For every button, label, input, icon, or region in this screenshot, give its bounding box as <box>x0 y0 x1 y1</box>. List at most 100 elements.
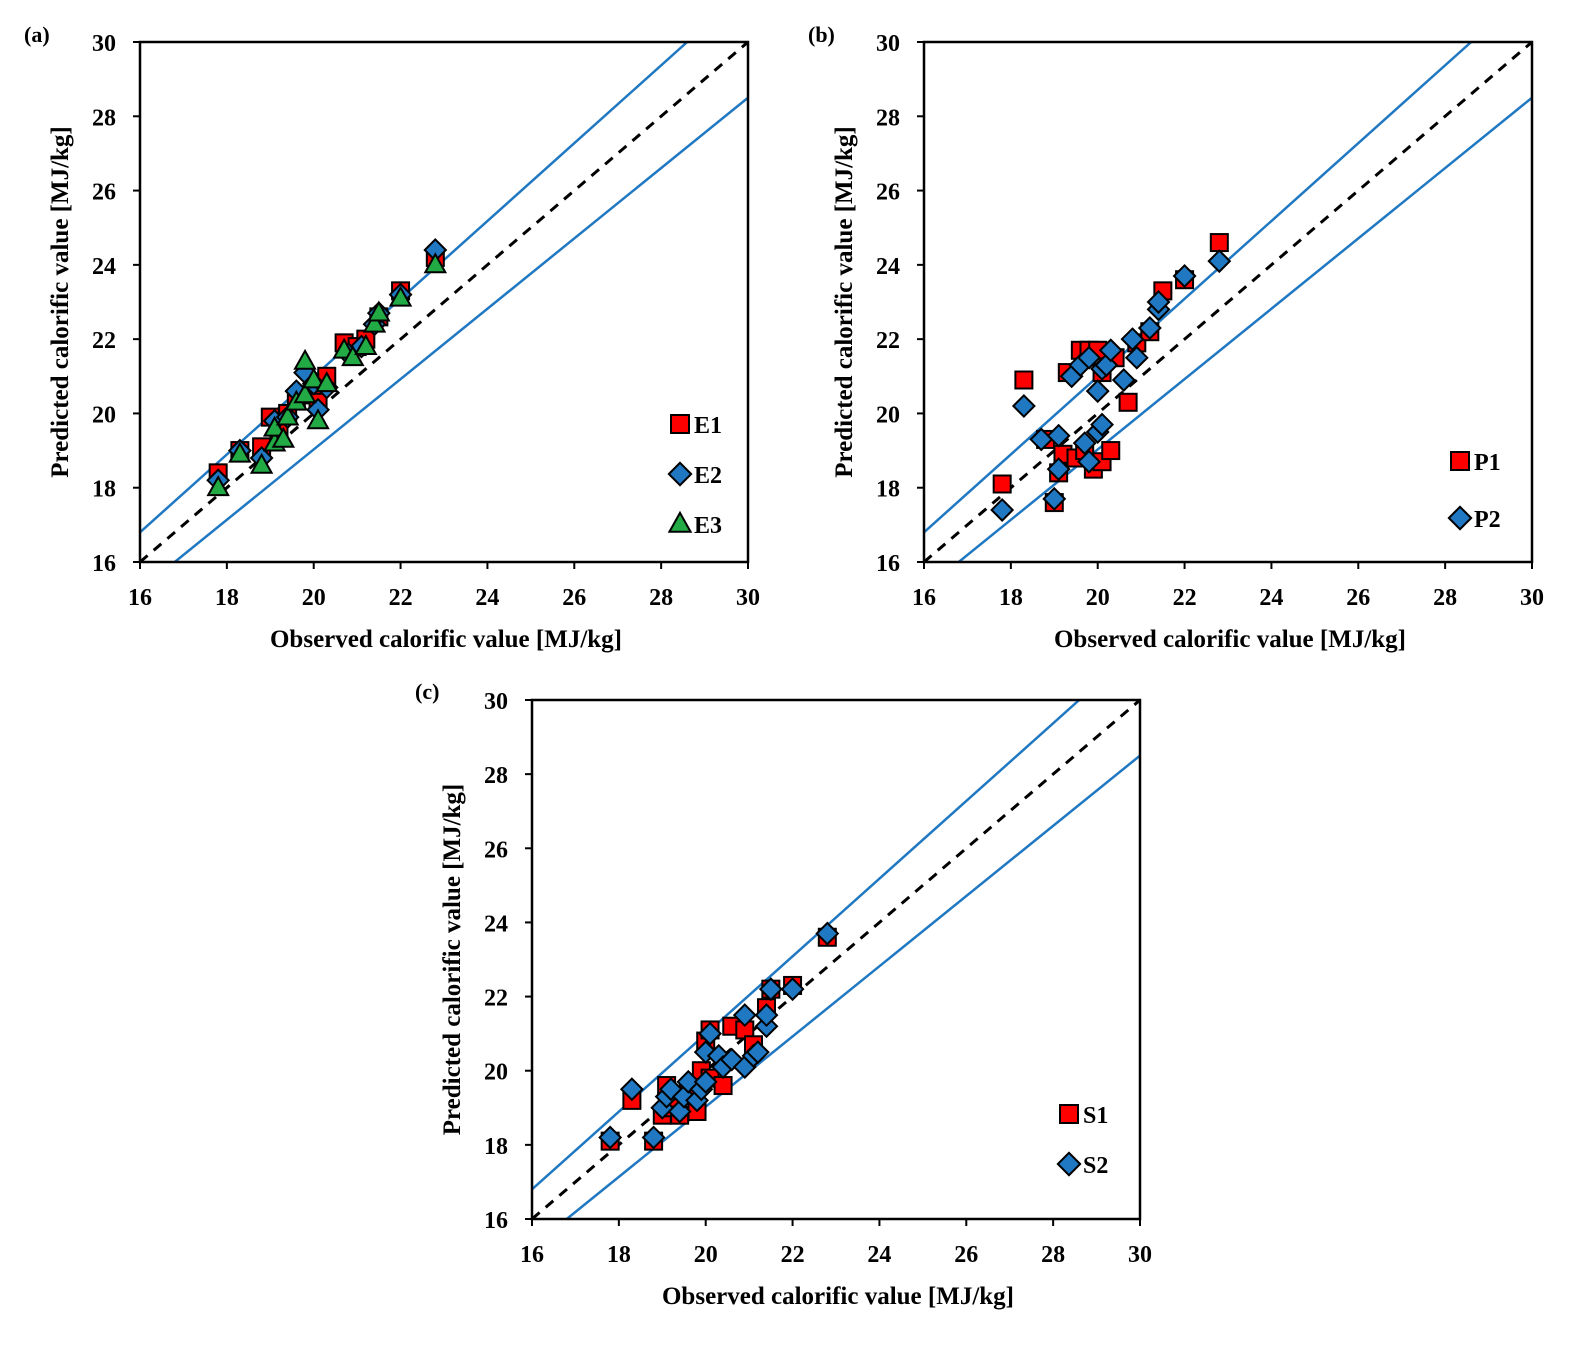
data-point <box>275 404 300 426</box>
error-band-line-2 <box>957 96 1532 562</box>
data-point <box>1090 412 1115 437</box>
data-point <box>249 452 274 474</box>
chart-panel-1: 16 18 20 22 24 26 28 30 16 18 20 22 24 26 28 30 Observed… <box>24 22 760 653</box>
error-band-line-1 <box>140 42 689 534</box>
x-tick-label: 24 <box>867 1242 891 1268</box>
x-tick-label: 18 <box>215 585 239 611</box>
data-point <box>1077 449 1101 474</box>
series-S2 <box>598 921 840 1150</box>
data-point <box>619 1077 644 1102</box>
x-tick-label: 20 <box>1086 585 1110 611</box>
y-tick-label: 26 <box>92 180 116 206</box>
data-point <box>672 1084 696 1109</box>
data-point <box>367 300 391 322</box>
x-tick-label: 24 <box>475 585 499 611</box>
series-E3 <box>206 252 448 497</box>
data-point <box>1111 368 1136 392</box>
legend-marker-E2 <box>667 461 693 487</box>
plot-frame <box>922 40 1534 564</box>
y-tick-label: 28 <box>484 763 508 789</box>
data-point <box>315 371 339 393</box>
data-point <box>693 1069 718 1094</box>
x-axis-label: Observed calorific value [MJ/kg] <box>1054 626 1406 653</box>
x-tick-label: 20 <box>302 585 326 611</box>
y-tick-label: 16 <box>92 551 116 577</box>
data-point <box>341 345 365 367</box>
y-tick-label: 20 <box>876 402 900 428</box>
x-axis-label: Observed calorific value [MJ/kg] <box>662 1283 1014 1310</box>
data-point <box>1046 457 1071 482</box>
y-tick-label: 22 <box>92 328 116 354</box>
panel-label: (c) <box>415 679 439 704</box>
data-point <box>271 426 296 448</box>
data-point <box>1101 441 1121 461</box>
error-band-line-2 <box>173 96 748 562</box>
x-tick-label: 28 <box>649 585 673 611</box>
y-tick-label: 18 <box>876 477 900 503</box>
data-point <box>1118 392 1138 412</box>
data-point <box>713 1076 733 1096</box>
x-tick-label: 16 <box>128 585 152 611</box>
x-tick-label: 30 <box>736 585 760 611</box>
legend-marker-P2 <box>1447 505 1473 531</box>
x-tick-label: 22 <box>389 585 413 611</box>
y-tick-label: 24 <box>484 911 508 937</box>
legend-label: P1 <box>1474 450 1501 476</box>
plot-frame <box>138 40 750 564</box>
legend-marker-S2 <box>1056 1151 1082 1177</box>
data-point <box>228 441 252 463</box>
plot-frame <box>530 698 1142 1221</box>
x-tick-label: 20 <box>694 1242 718 1268</box>
x-tick-label: 18 <box>999 585 1023 611</box>
data-point <box>1137 316 1162 340</box>
panel-label: (a) <box>24 22 50 47</box>
data-point <box>758 977 783 1002</box>
y-tick-label: 30 <box>484 689 508 715</box>
data-point <box>206 475 230 497</box>
legend-label: E2 <box>694 463 722 489</box>
x-tick-label: 16 <box>520 1242 544 1268</box>
one-to-one-dashed-line <box>924 42 1532 562</box>
y-tick-label: 24 <box>876 254 900 280</box>
x-tick-label: 26 <box>1346 585 1370 611</box>
x-tick-label: 18 <box>607 1242 631 1268</box>
data-point <box>293 382 317 404</box>
data-point <box>598 1125 623 1150</box>
x-tick-label: 30 <box>1128 1242 1152 1268</box>
x-tick-label: 26 <box>954 1242 978 1268</box>
data-point <box>698 1021 723 1046</box>
one-to-one-dashed-line <box>532 700 1140 1219</box>
y-tick-label: 22 <box>484 986 508 1012</box>
legend-label: S2 <box>1083 1153 1108 1179</box>
data-point <box>659 1077 683 1102</box>
data-point <box>1042 486 1067 511</box>
y-tick-label: 30 <box>92 31 116 57</box>
error-band-line-1 <box>924 42 1473 534</box>
data-point <box>641 1125 666 1150</box>
reference-lines <box>532 700 1140 1219</box>
y-tick-label: 16 <box>484 1208 508 1234</box>
error-band-line-1 <box>532 700 1081 1191</box>
y-tick-label: 28 <box>876 105 900 131</box>
data-point <box>815 921 840 946</box>
data-point <box>354 333 378 355</box>
series-P2 <box>990 249 1232 522</box>
y-tick-label: 18 <box>484 1134 508 1160</box>
data-point <box>1014 370 1034 390</box>
legend-label: P2 <box>1474 507 1501 533</box>
data-point <box>1120 327 1145 352</box>
legend-label: E1 <box>694 413 722 439</box>
data-point <box>388 285 413 307</box>
chart-panel-2: 16 18 20 22 24 26 28 30 16 18 20 22 24 26 28 30 Observed… <box>808 22 1544 653</box>
data-point <box>362 311 387 333</box>
legend-marker-P1 <box>1450 451 1470 471</box>
y-tick-label: 30 <box>876 31 900 57</box>
legend-marker-E1 <box>670 414 690 434</box>
data-point <box>990 498 1015 522</box>
y-tick-label: 16 <box>876 551 900 577</box>
y-tick-label: 24 <box>92 254 116 280</box>
y-tick-label: 26 <box>484 837 508 863</box>
data-point <box>1011 394 1036 418</box>
legend-marker-E3 <box>667 510 693 533</box>
